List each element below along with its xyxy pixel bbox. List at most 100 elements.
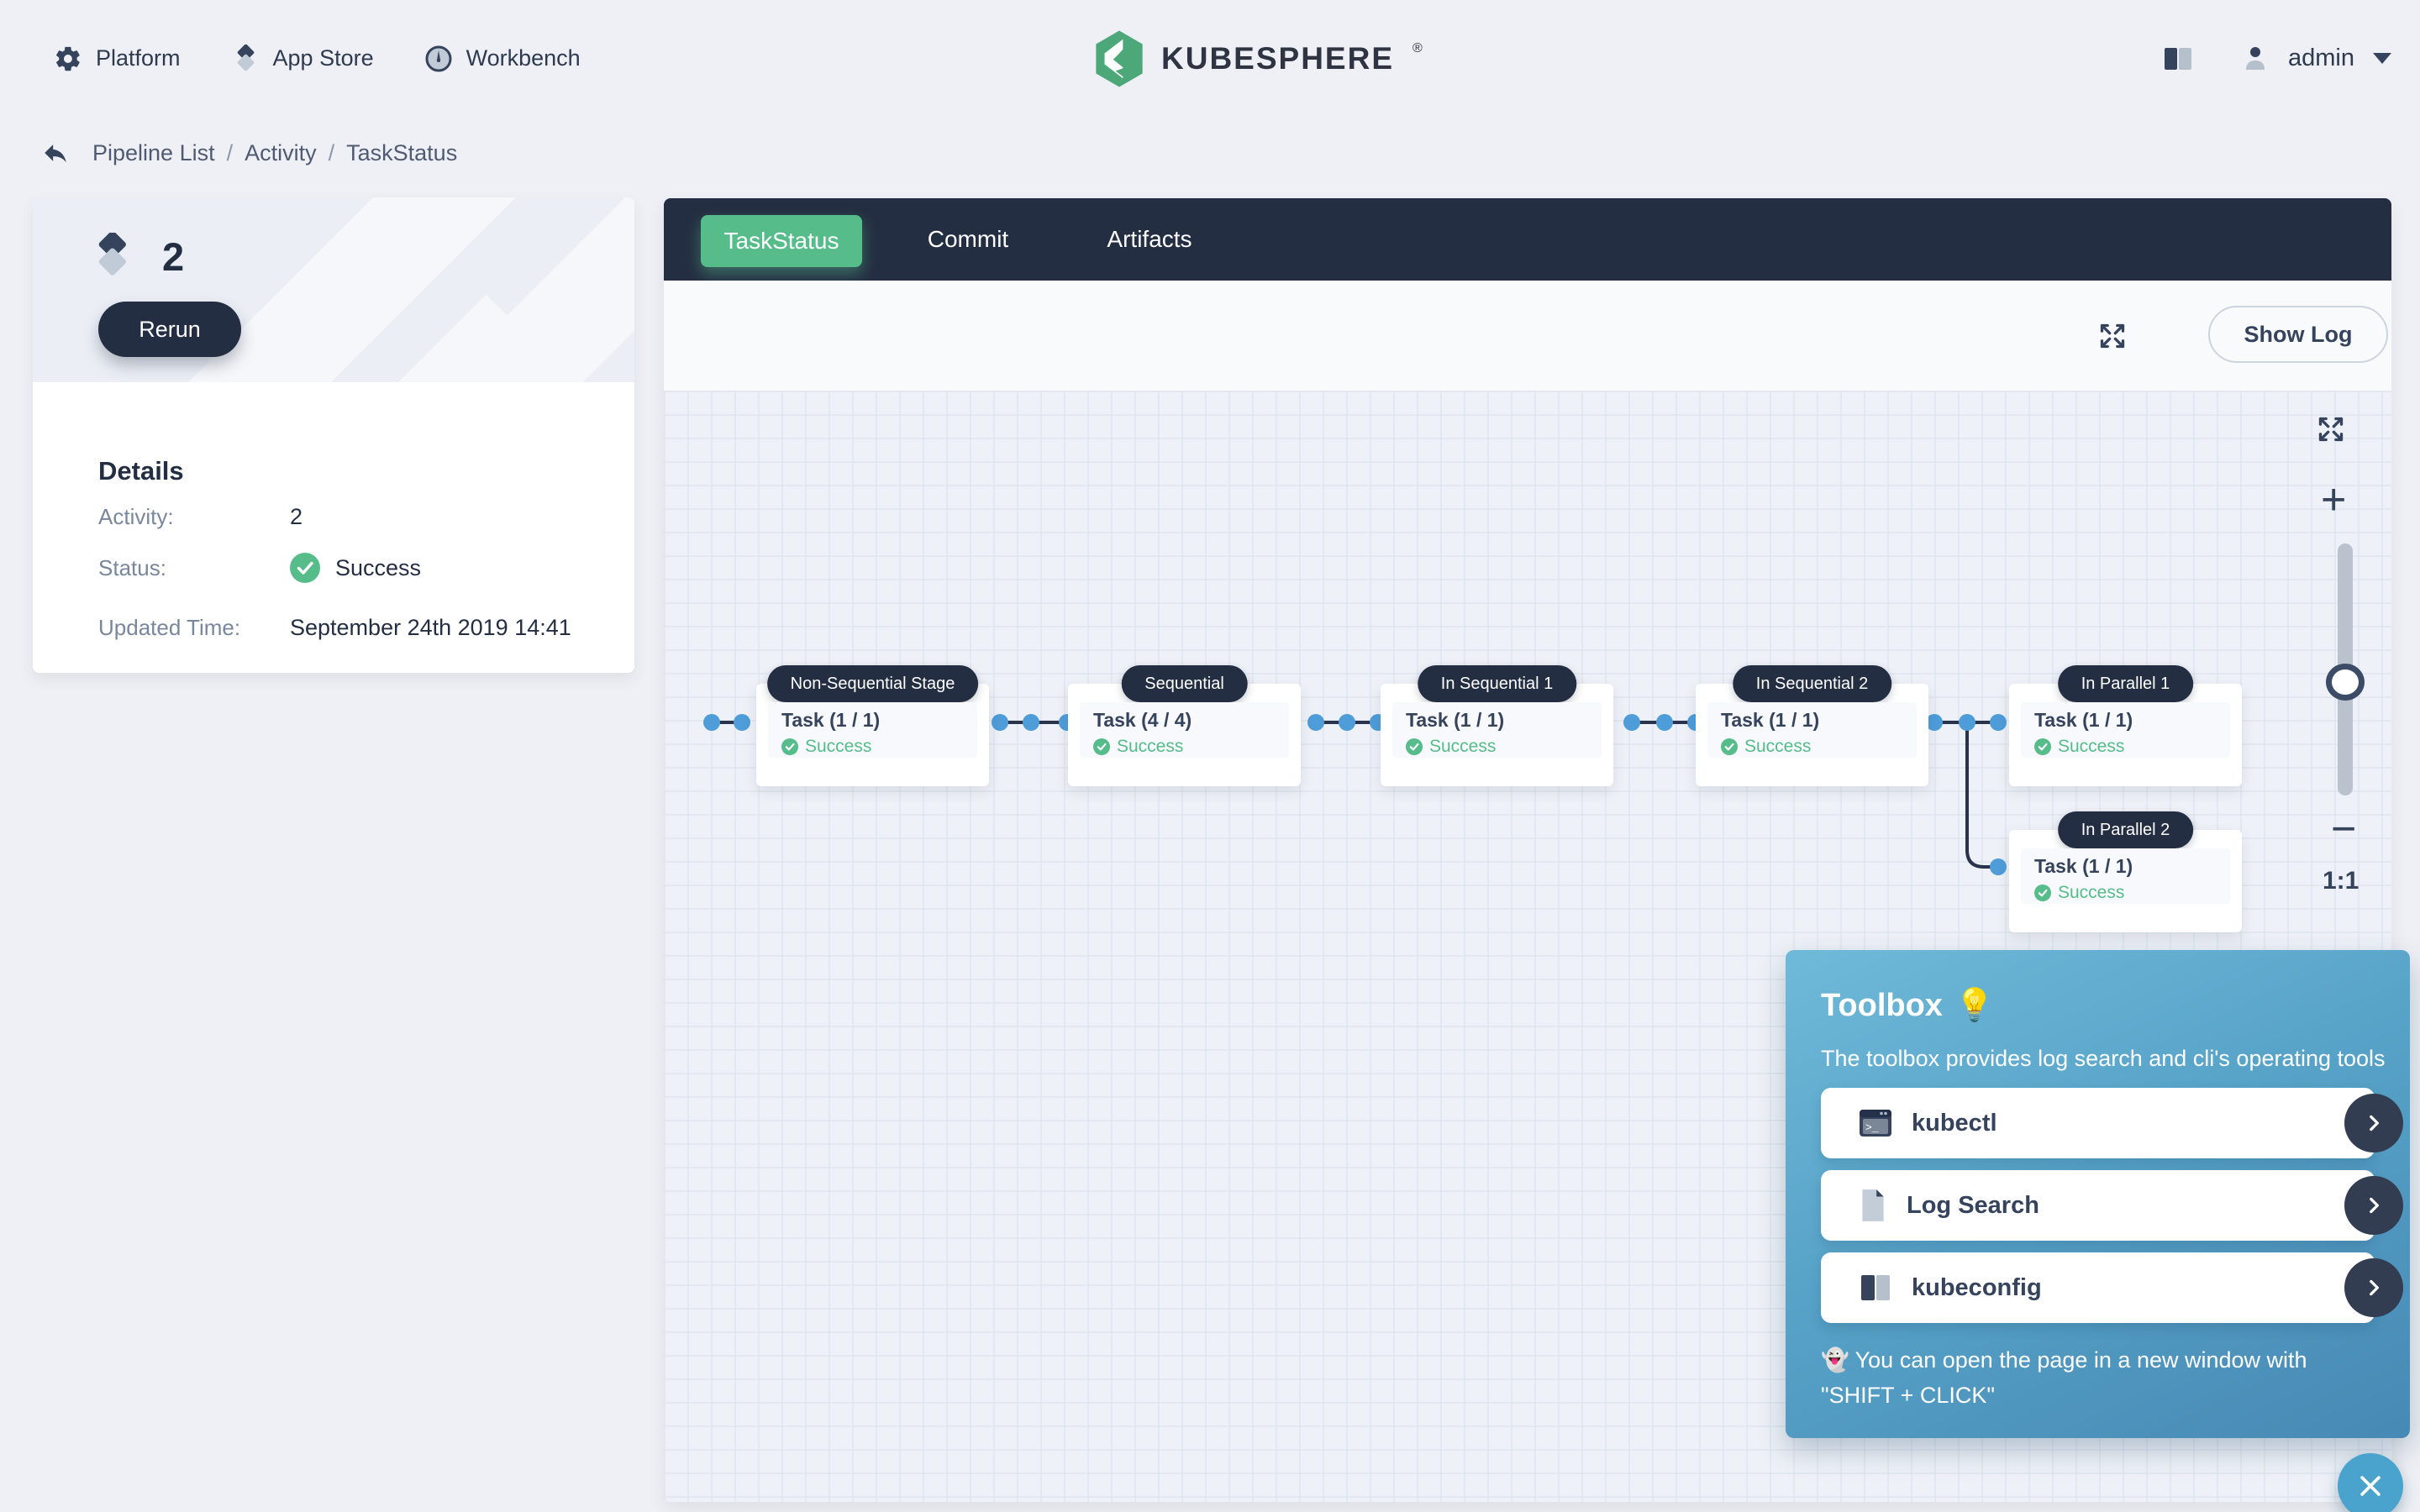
zoom-out-button[interactable]: −	[2331, 805, 2357, 853]
top-nav: Platform App Store Workbench KUBESPHERE …	[0, 0, 2420, 117]
graph-toolbar: Show Log	[664, 281, 2391, 391]
activity-number: 2	[162, 234, 185, 279]
success-check-icon	[1093, 738, 1110, 755]
task-count: Task (1 / 1)	[781, 709, 881, 731]
stage-task-panel[interactable]: Task (1 / 1) Success	[1392, 702, 1602, 758]
success-check-icon	[781, 738, 798, 755]
toolbox-item-kubectl[interactable]: >_ kubectl	[1821, 1088, 2403, 1158]
toolbox-close-button[interactable]	[2338, 1453, 2403, 1512]
breadcrumb-activity[interactable]: Activity	[245, 139, 317, 165]
user-avatar-icon	[2241, 45, 2270, 73]
nav-item-label: Workbench	[466, 45, 581, 71]
close-icon	[2356, 1472, 2385, 1500]
chevron-right-icon[interactable]	[2344, 1176, 2403, 1235]
breadcrumb: Pipeline List / Activity / TaskStatus	[92, 140, 457, 166]
tab-commit[interactable]: Commit	[927, 226, 1009, 252]
task-status-text: Success	[1744, 737, 1812, 756]
breadcrumb-bar: Pipeline List / Activity / TaskStatus	[40, 139, 457, 167]
pipeline-canvas[interactable]: Non-Sequential Stage Task (1 / 1) Succes…	[664, 391, 2391, 1502]
detail-row-status: Status: Success	[98, 553, 421, 583]
nav-right-group: admin	[2162, 0, 2391, 117]
kubesphere-hexagon-icon	[1092, 29, 1146, 88]
details-section: Details	[33, 382, 634, 673]
nav-left-group: Platform App Store Workbench	[54, 0, 581, 117]
chevron-right-icon[interactable]	[2344, 1094, 2403, 1152]
zoom-ratio-label[interactable]: 1:1	[2323, 867, 2360, 895]
fullscreen-icon[interactable]	[2096, 319, 2129, 353]
breadcrumb-pipeline-list[interactable]: Pipeline List	[92, 139, 215, 165]
success-check-icon	[2034, 885, 2051, 901]
task-count: Task (1 / 1)	[1721, 709, 1820, 731]
task-status-text: Success	[2058, 883, 2125, 902]
toolbox-subtitle: The toolbox provides log search and cli'…	[1821, 1046, 2386, 1071]
stage-name-pill: In Parallel 1	[2057, 665, 2194, 702]
book-icon	[1858, 1272, 1893, 1304]
task-count: Task (1 / 1)	[2034, 709, 2133, 731]
chevron-right-icon[interactable]	[2344, 1258, 2403, 1317]
stage-name-pill: Non-Sequential Stage	[766, 665, 979, 702]
detail-value: Success	[335, 554, 422, 580]
detail-label: Activity:	[98, 504, 174, 529]
tab-taskstatus[interactable]: TaskStatus	[701, 215, 862, 267]
tab-bar: TaskStatus Commit Artifacts	[664, 198, 2391, 281]
main-panel: TaskStatus Commit Artifacts Show Log	[664, 198, 2391, 1502]
stage-card-sequential[interactable]: Sequential Task (4 / 4) Success	[1068, 665, 1301, 786]
stage-task-panel[interactable]: Task (1 / 1) Success	[1707, 702, 1917, 758]
task-status-text: Success	[1117, 737, 1184, 756]
stage-task-panel[interactable]: Task (1 / 1) Success	[2021, 848, 2230, 904]
detail-value: September 24th 2019 14:41	[290, 615, 571, 640]
stage-task-panel[interactable]: Task (1 / 1) Success	[768, 702, 977, 758]
stage-name-pill: In Parallel 2	[2057, 811, 2194, 848]
detail-row-updated-time: Updated Time: September 24th 2019 14:41	[98, 615, 571, 641]
nav-item-label: Platform	[96, 45, 181, 71]
rerun-button[interactable]: Rerun	[98, 302, 241, 357]
nav-item-app-store[interactable]: App Store	[231, 44, 374, 73]
activity-stack-icon	[88, 233, 135, 280]
stage-card-in-sequential-2[interactable]: In Sequential 2 Task (1 / 1) Success	[1696, 665, 1928, 786]
tab-artifacts[interactable]: Artifacts	[1107, 226, 1192, 252]
ghost-emoji: 👻	[1821, 1347, 1849, 1373]
kubesphere-logo[interactable]: KUBESPHERE ®	[1092, 0, 1423, 117]
app-store-icon	[231, 44, 260, 73]
breadcrumb-taskstatus[interactable]: TaskStatus	[346, 139, 458, 165]
stage-task-panel[interactable]: Task (1 / 1) Success	[2021, 702, 2230, 758]
user-menu[interactable]: admin	[2241, 45, 2391, 73]
toolbox-panel: Toolbox 💡 The toolbox provides log searc…	[1786, 950, 2410, 1438]
success-check-icon	[1406, 738, 1423, 755]
task-count: Task (1 / 1)	[1406, 709, 1505, 731]
toolbox-item-log-search[interactable]: Log Search	[1821, 1170, 2403, 1241]
toolbox-item-label: kubeconfig	[1912, 1273, 2042, 1301]
toolbox-footer-text: You can open the page in a new window wi…	[1821, 1347, 2307, 1408]
stage-card-non-sequential[interactable]: Non-Sequential Stage Task (1 / 1) Succes…	[756, 665, 989, 786]
gear-icon	[54, 45, 82, 73]
summary-hero: 2 Rerun	[33, 197, 634, 382]
user-name: admin	[2288, 45, 2354, 71]
toolbox-footer-tip: 👻 You can open the page in a new window …	[1821, 1343, 2375, 1414]
brand-text: KUBESPHERE	[1161, 40, 1394, 76]
nav-item-label: App Store	[272, 45, 374, 71]
nav-item-workbench[interactable]: Workbench	[424, 45, 581, 73]
stage-card-in-sequential-1[interactable]: In Sequential 1 Task (1 / 1) Success	[1381, 665, 1613, 786]
toolbox-item-kubeconfig[interactable]: kubeconfig	[1821, 1252, 2403, 1323]
stage-card-in-parallel-2[interactable]: In Parallel 2 Task (1 / 1) Success	[2009, 811, 2242, 932]
detail-label: Status:	[98, 554, 166, 580]
success-check-icon	[2034, 738, 2051, 755]
toolbox-item-label: kubectl	[1912, 1109, 1997, 1137]
chevron-down-icon	[2373, 53, 2391, 64]
stage-card-in-parallel-1[interactable]: In Parallel 1 Task (1 / 1) Success	[2009, 665, 2242, 786]
success-check-icon	[290, 553, 320, 583]
zoom-in-button[interactable]: +	[2321, 475, 2347, 524]
show-log-button[interactable]: Show Log	[2208, 306, 2388, 363]
nav-item-platform[interactable]: Platform	[54, 45, 181, 73]
document-icon	[1858, 1188, 1888, 1223]
docs-book-icon[interactable]	[2162, 45, 2194, 73]
details-title: Details	[98, 456, 184, 486]
canvas-fullscreen-icon[interactable]	[2314, 412, 2348, 446]
stage-task-panel[interactable]: Task (4 / 4) Success	[1080, 702, 1289, 758]
back-arrow-icon[interactable]	[40, 139, 71, 167]
breadcrumb-separator: /	[328, 139, 335, 165]
breadcrumb-separator: /	[226, 139, 234, 165]
zoom-slider-handle[interactable]	[2326, 664, 2365, 701]
toolbox-item-label: Log Search	[1907, 1191, 2039, 1219]
detail-row-activity: Activity: 2	[98, 504, 302, 530]
